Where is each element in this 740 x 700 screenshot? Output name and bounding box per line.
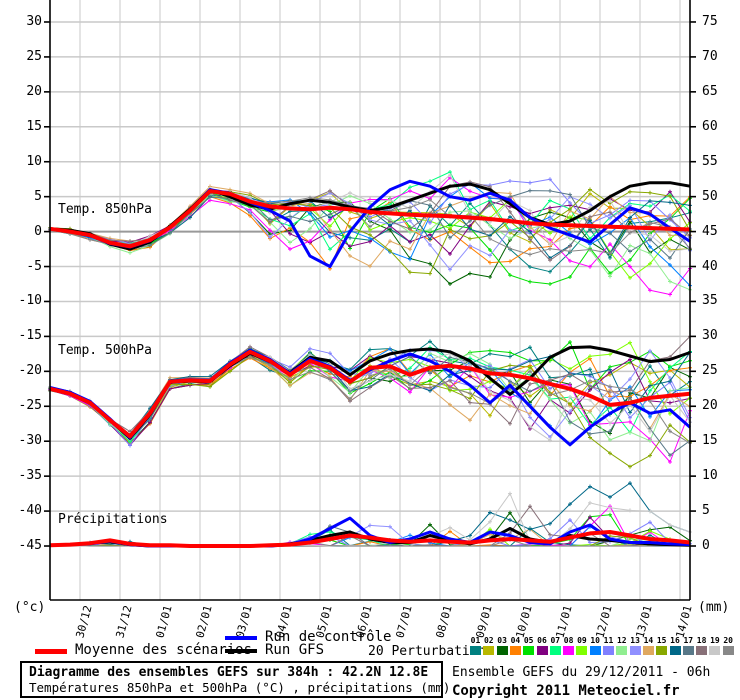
left-tick-label: 5 [34, 188, 42, 204]
perturbation-color-swatch [496, 646, 508, 655]
perturbation-color-swatch [629, 646, 641, 655]
left-tick-label: -5 [26, 258, 42, 274]
perturbation-number: 09 [577, 636, 587, 645]
perturbation-number: 04 [510, 636, 521, 645]
perturbation-number: 20 [723, 636, 733, 645]
right-tick-label: 45 [702, 223, 718, 239]
left-tick-label: -15 [18, 328, 42, 344]
perturbation-color-swatch [616, 646, 628, 655]
perturbation-number: 16 [670, 636, 680, 645]
perturbation-color-swatch [642, 646, 654, 655]
perturbation-number: 01 [470, 636, 481, 645]
left-tick-label: -35 [18, 468, 42, 484]
right-tick-label: 15 [702, 433, 718, 449]
right-tick-label: 55 [702, 153, 718, 169]
perturbation-number: 02 [483, 636, 494, 645]
left-tick-label: -10 [18, 293, 42, 309]
diagram-subtitle: Températures 850hPa et 500hPa (°C) , pré… [29, 680, 451, 695]
perturbation-number: 10 [590, 636, 600, 645]
ensemble-chart-svg [44, 0, 696, 601]
perturbation-color-swatch [603, 646, 614, 655]
right-tick-label: 10 [702, 468, 718, 484]
right-tick-label: 20 [702, 398, 718, 414]
right-tick-label: 60 [702, 118, 718, 134]
perturbation-number: 05 [523, 636, 534, 645]
legend-mean-swatch [35, 649, 67, 654]
perturbation-number: 17 [683, 636, 694, 645]
left-tick-label: 20 [26, 83, 42, 99]
left-tick-label: -30 [18, 433, 42, 449]
right-tick-label: 65 [702, 83, 718, 99]
left-tick-label: 0 [34, 223, 42, 239]
perturbation-color-swatch [509, 646, 521, 655]
perturbation-color-swatch [696, 646, 708, 655]
legend-control-label: Run de contrôle [265, 629, 392, 645]
perturbation-number: 12 [616, 636, 627, 645]
perturbation-color-swatch [669, 646, 681, 655]
right-tick-label: 30 [702, 328, 718, 344]
right-axis-unit: (mm) [698, 600, 730, 615]
perturbation-color-swatch [589, 646, 601, 655]
left-tick-label: -25 [18, 398, 42, 414]
legend-perturbations-label: 20 Perturbations [368, 644, 494, 659]
left-tick-label: 25 [26, 48, 42, 64]
perturbation-color-swatch [470, 646, 481, 655]
panel-label-temp500: Temp. 500hPa [58, 343, 152, 358]
left-axis-unit: (°c) [14, 600, 46, 615]
left-tick-label: 15 [26, 118, 42, 134]
diagram-title-box: Diagramme des ensembles GEFS sur 384h : … [20, 661, 450, 698]
perturbation-number: 08 [563, 636, 574, 645]
panel-label-temp850: Temp. 850hPa [58, 202, 152, 217]
run-info: Ensemble GEFS du 29/12/2011 - 06h [452, 665, 711, 680]
perturbation-color-swatch [656, 646, 668, 655]
perturbation-number: 11 [603, 636, 614, 645]
right-tick-label: 35 [702, 293, 718, 309]
perturbation-color-swatch [709, 646, 721, 655]
perturbation-color-swatch [563, 646, 575, 655]
right-tick-label: 75 [702, 13, 718, 29]
left-tick-label: -40 [18, 503, 42, 519]
copyright: Copyright 2011 Meteociel.fr [452, 683, 680, 699]
perturbation-color-swatch [536, 646, 548, 655]
legend-control-swatch [225, 636, 257, 640]
perturbation-number: 18 [696, 636, 707, 645]
perturbation-number: 19 [710, 636, 720, 645]
right-tick-label: 50 [702, 188, 718, 204]
left-tick-label: 10 [26, 153, 42, 169]
right-tick-label: 25 [702, 363, 718, 379]
left-tick-label: -20 [18, 363, 42, 379]
right-tick-label: 70 [702, 48, 718, 64]
right-tick-label: 5 [702, 503, 710, 519]
right-tick-label: 0 [702, 538, 710, 553]
perturbation-color-swatch [549, 646, 561, 655]
perturbation-number: 15 [656, 636, 667, 645]
left-tick-label: -45 [18, 538, 42, 553]
perturbation-number: 03 [497, 636, 507, 645]
legend-gfs-swatch [225, 649, 257, 653]
diagram-title: Diagramme des ensembles GEFS sur 384h : … [29, 665, 429, 680]
perturbation-color-swatch [682, 646, 694, 655]
perturbation-number: 06 [537, 636, 547, 645]
perturbation-color-swatch [576, 646, 588, 655]
perturbation-color-swatch [523, 646, 535, 655]
right-tick-label: 40 [702, 258, 718, 274]
panel-label-precip: Précipitations [58, 512, 168, 527]
left-tick-label: 30 [26, 13, 42, 29]
legend-mean-label: Moyenne des scénarios [75, 642, 253, 658]
perturbation-color-swatch [483, 646, 495, 655]
perturbation-number: 13 [630, 636, 640, 645]
perturbation-color-swatch [722, 646, 734, 655]
legend-gfs-label: Run GFS [265, 642, 325, 658]
perturbation-number: 07 [550, 636, 561, 645]
perturbation-number: 14 [643, 636, 654, 645]
